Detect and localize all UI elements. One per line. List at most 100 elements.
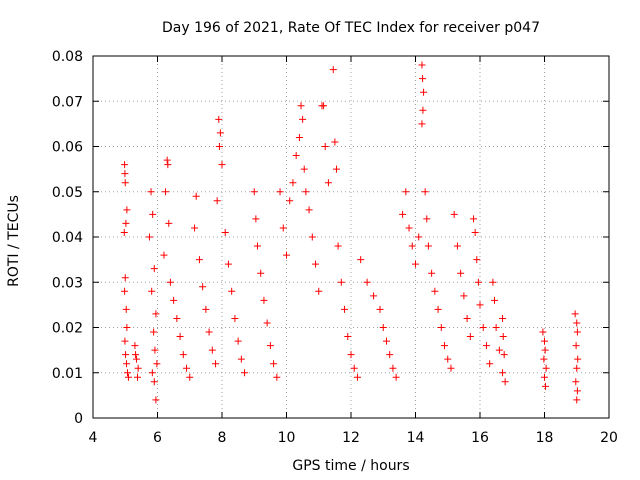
data-point: [470, 215, 478, 223]
x-tick-label: 14: [407, 430, 425, 446]
data-point: [299, 115, 307, 123]
data-point: [121, 337, 129, 345]
data-point: [332, 165, 340, 173]
data-point: [420, 88, 428, 96]
data-point: [320, 102, 328, 110]
data-point: [176, 333, 184, 341]
data-point: [419, 75, 427, 83]
data-point: [165, 219, 173, 227]
data-point: [151, 346, 159, 354]
data-point: [539, 328, 547, 336]
data-point: [179, 351, 187, 359]
data-point: [573, 319, 581, 327]
data-point: [453, 242, 461, 250]
y-tick-label: 0.08: [52, 49, 83, 65]
data-point: [486, 360, 494, 368]
data-point: [357, 256, 365, 264]
data-point: [495, 346, 503, 354]
data-point: [424, 242, 432, 250]
data-point: [131, 342, 139, 350]
data-point: [331, 138, 339, 146]
data-point: [260, 296, 268, 304]
data-point: [573, 364, 581, 372]
data-point: [221, 228, 229, 236]
data-point: [145, 233, 153, 241]
data-point: [471, 228, 479, 236]
data-point: [329, 66, 337, 74]
data-point: [572, 342, 580, 350]
data-point: [121, 170, 129, 178]
data-point: [540, 355, 548, 363]
data-point: [297, 102, 305, 110]
data-point: [321, 143, 329, 150]
data-point: [312, 260, 320, 268]
data-point: [574, 355, 582, 363]
data-point: [134, 373, 142, 381]
data-point: [279, 224, 287, 232]
data-point: [541, 382, 549, 390]
data-point: [215, 143, 223, 150]
data-point: [423, 215, 431, 223]
data-point: [273, 373, 281, 381]
data-point: [241, 369, 249, 377]
data-point: [270, 360, 278, 368]
data-point: [173, 314, 181, 322]
data-point: [289, 179, 297, 187]
data-point: [437, 324, 445, 331]
data-point: [382, 337, 390, 345]
data-point: [379, 324, 387, 331]
data-point: [164, 161, 172, 169]
data-point: [489, 278, 497, 286]
data-point: [121, 287, 129, 295]
data-point: [573, 328, 581, 336]
data-point: [237, 355, 245, 363]
data-point: [150, 265, 158, 273]
x-tick-label: 16: [471, 430, 489, 446]
data-point: [300, 165, 308, 173]
data-point: [491, 296, 499, 304]
y-tick-label: 0.03: [52, 275, 83, 291]
data-point: [337, 278, 345, 286]
data-point: [123, 206, 131, 214]
data-point: [148, 369, 156, 377]
data-point: [334, 242, 342, 250]
data-point: [120, 228, 128, 236]
data-point: [492, 324, 500, 331]
x-tick-label: 6: [153, 430, 162, 446]
data-point: [444, 355, 452, 363]
data-point: [501, 378, 509, 386]
data-point: [392, 373, 400, 381]
data-point: [253, 242, 261, 250]
data-point: [542, 364, 550, 372]
y-tick-label: 0: [74, 411, 83, 427]
x-tick-label: 8: [218, 430, 227, 446]
data-point: [302, 188, 310, 196]
data-point: [292, 152, 300, 160]
data-point: [132, 351, 140, 359]
x-tick-label: 4: [89, 430, 98, 446]
data-point: [441, 342, 449, 350]
data-point: [213, 197, 221, 205]
data-point: [147, 188, 155, 196]
data-point: [341, 305, 349, 313]
data-point: [541, 373, 548, 381]
data-point: [283, 251, 290, 259]
data-point: [276, 188, 284, 196]
x-tick-label: 20: [600, 430, 618, 446]
x-tick-labels: 4 6 8 10 12 14 16 18 20: [89, 430, 618, 446]
data-point: [121, 179, 129, 187]
data-point: [350, 364, 358, 372]
y-tick-label: 0.01: [52, 366, 83, 382]
data-point: [122, 305, 130, 313]
data-point: [347, 351, 355, 359]
data-point: [150, 378, 158, 386]
data-point: [324, 179, 332, 187]
y-tick-labels: 0 0.01 0.02 0.03 0.04 0.05 0.06 0.07 0.08: [52, 49, 83, 427]
data-point: [463, 314, 471, 322]
data-point: [263, 319, 271, 327]
data-point: [149, 210, 157, 218]
data-point: [122, 219, 130, 227]
data-point: [418, 61, 426, 69]
